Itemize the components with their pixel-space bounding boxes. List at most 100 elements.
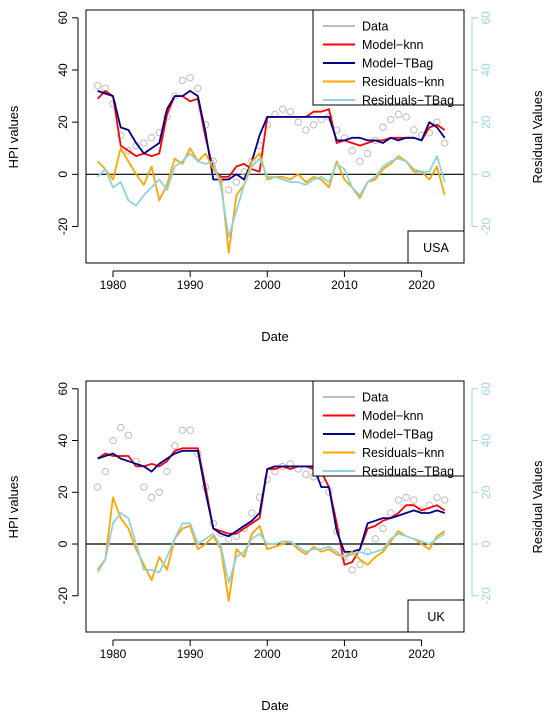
x-axis: 1980 1990 2000 2010 2020 <box>100 639 435 661</box>
legend-entry: Model−TBag <box>362 428 433 442</box>
x-tick-label: 2000 <box>254 647 281 661</box>
data-point <box>186 426 194 434</box>
legend-entry: Model−TBag <box>362 57 433 71</box>
legend-entry: Residuals−TBag <box>362 94 454 108</box>
x-tick-label: 2010 <box>331 647 358 661</box>
x-tick-label: 2020 <box>408 278 435 292</box>
y-tick-label: -20 <box>56 587 70 605</box>
y-right-tick-label: 0 <box>479 540 493 547</box>
data-point <box>402 113 410 121</box>
x-axis-label: Date <box>261 329 288 344</box>
y-tick-label: 0 <box>56 171 70 178</box>
series-line-res-tbag <box>96 152 446 238</box>
data-point <box>402 493 410 502</box>
data-point <box>124 431 133 440</box>
data-point <box>124 147 133 155</box>
data-point <box>248 157 256 165</box>
data-point <box>163 467 171 476</box>
series-line-res-knn <box>96 147 446 254</box>
data-point <box>410 496 418 504</box>
legend-entry: Residuals−knn <box>362 446 444 460</box>
data-point <box>279 105 287 113</box>
data-point <box>394 496 403 504</box>
y-axis-label: HPI values <box>6 475 21 538</box>
legend-entry: Data <box>362 20 388 34</box>
data-point <box>309 121 318 129</box>
y-right-tick-label: 40 <box>479 63 493 77</box>
series-line-res-knn <box>96 496 446 602</box>
y-axis-right: -20 0 20 40 60 <box>471 382 493 605</box>
series-line-tbag <box>97 449 445 553</box>
legend: Data Model−knn Model−TBag Residuals−knn Resi… <box>312 380 465 479</box>
series-line-res-tbag <box>96 512 446 584</box>
y-tick-label: 40 <box>56 434 70 448</box>
data-point <box>225 186 233 194</box>
data-point <box>379 123 387 132</box>
x-tick-label: 1990 <box>177 647 204 661</box>
y-right-tick-label: 0 <box>479 171 493 178</box>
y-tick-label: 60 <box>56 11 70 25</box>
data-point <box>433 493 441 502</box>
data-point <box>147 493 156 502</box>
x-tick-label: 1980 <box>100 278 127 292</box>
legend-entry: Data <box>362 391 388 405</box>
data-point <box>186 74 194 82</box>
y-tick-label: 40 <box>56 63 70 77</box>
y-right-tick-label: -20 <box>479 587 493 605</box>
x-tick-label: 1990 <box>177 278 204 292</box>
legend-entry: Residuals−TBag <box>362 465 454 479</box>
data-point <box>178 76 187 85</box>
data-point <box>302 126 310 134</box>
data-point <box>379 524 387 533</box>
country-label-box <box>407 230 465 264</box>
y-axis-label: HPI values <box>6 105 21 168</box>
y-axis-left: -20 0 20 40 60 <box>56 382 79 605</box>
data-point <box>178 426 187 434</box>
y-axis-right-label: Residual Values <box>530 90 545 183</box>
data-point <box>294 118 302 126</box>
data-point <box>93 483 102 491</box>
y-tick-label: 20 <box>56 485 70 499</box>
data-point <box>117 131 125 139</box>
data-point <box>171 441 179 450</box>
data-point <box>387 115 395 124</box>
data-point <box>363 149 372 158</box>
plot-frame <box>85 9 465 264</box>
data-point <box>387 509 395 517</box>
data-point <box>356 561 364 569</box>
data-point <box>348 566 356 574</box>
y-right-tick-label: 20 <box>479 115 493 129</box>
data-point <box>155 488 163 496</box>
y-tick-label: 60 <box>56 382 70 396</box>
country-label-box <box>407 599 465 633</box>
panel-uk: 1980 1990 2000 2010 2020 -20 0 20 40 60 -20 0 20 40 60… <box>6 380 545 713</box>
y-tick-label: -20 <box>56 217 70 235</box>
data-point <box>441 139 449 147</box>
legend-entry: Residuals−knn <box>362 75 444 89</box>
x-tick-label: 2000 <box>254 278 281 292</box>
data-point <box>286 108 295 116</box>
data-point <box>371 535 379 543</box>
data-point <box>441 496 449 504</box>
y-right-tick-label: -20 <box>479 217 493 235</box>
y-right-tick-label: 60 <box>479 11 493 25</box>
data-point <box>93 81 102 90</box>
y-axis-left: -20 0 20 40 60 <box>56 11 79 235</box>
legend: Data Model−knn Model−TBag Residuals−knn Resi… <box>312 9 465 108</box>
x-tick-label: 2020 <box>408 647 435 661</box>
data-point <box>248 509 256 517</box>
x-axis-label: Date <box>261 698 288 713</box>
y-right-tick-label: 60 <box>479 382 493 396</box>
x-axis: 1980 1990 2000 2010 2020 <box>100 270 435 292</box>
y-tick-label: 20 <box>56 115 70 129</box>
y-axis-right-label: Residual Values <box>530 460 545 553</box>
panel-usa: 1980 1990 2000 2010 2020 -20 0 20 40 60 -20 0 20 40 60… <box>6 9 545 344</box>
data-point <box>117 423 125 432</box>
country-label: UK <box>427 610 445 624</box>
data-point <box>140 139 148 147</box>
data-point <box>109 436 117 445</box>
country-label: USA <box>423 241 449 255</box>
data-point <box>410 126 418 134</box>
data-point <box>263 475 271 484</box>
